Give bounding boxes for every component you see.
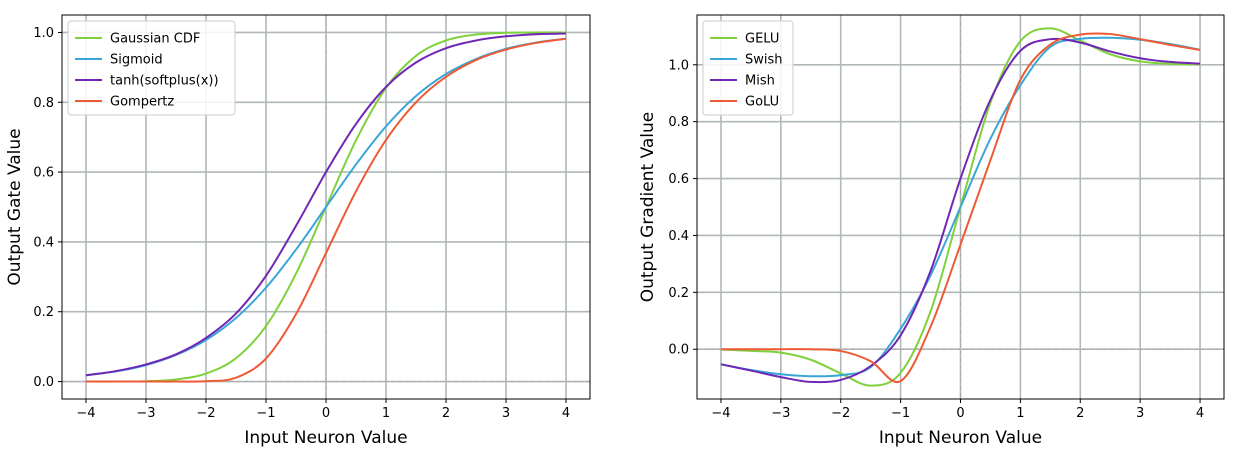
x-tick-label: 4 (562, 406, 570, 421)
legend-label: Swish (745, 53, 783, 68)
x-tick-label: −1 (256, 406, 275, 421)
legend: Gaussian CDF Sigmoid tanh(softplus(x)) Gomp… (67, 20, 236, 116)
legend-label: Gaussian CDF (110, 32, 200, 47)
y-tick-label: 0.6 (668, 172, 689, 187)
x-tick-label: 4 (1196, 406, 1204, 421)
x-tick-label: −3 (136, 406, 155, 421)
x-tick-label: 2 (442, 406, 450, 421)
legend-label: GoLU (745, 95, 779, 110)
y-tick-label: 0.0 (668, 343, 689, 358)
series-line-mish (720, 37, 1201, 384)
x-tick-label: 3 (1136, 406, 1144, 421)
legend-box (67, 20, 236, 116)
y-tick-label: 0.2 (668, 286, 689, 301)
legend-label: tanh(softplus(x)) (110, 74, 219, 89)
y-tick-label: 0.8 (33, 96, 54, 111)
x-tick-label: 1 (1016, 406, 1024, 421)
y-tick-label: 0.0 (33, 375, 54, 390)
y-tick-label: 1.0 (668, 58, 689, 73)
y-tick-label: 0.6 (33, 166, 54, 181)
series-lines (720, 27, 1201, 387)
legend-label: Mish (745, 74, 775, 89)
legend-box (702, 20, 794, 116)
x-tick-label: −2 (196, 406, 215, 421)
y-axis-label: Output Gradient Value (638, 112, 658, 303)
series-line-swish (720, 36, 1201, 378)
x-tick-label: −3 (771, 406, 790, 421)
x-tick-label: −4 (76, 406, 95, 421)
x-tick-label: −4 (711, 406, 730, 421)
x-tick-label: 0 (956, 406, 964, 421)
x-axis-label: Input Neuron Value (244, 428, 407, 448)
x-tick-label: −2 (831, 406, 850, 421)
series-lines (85, 31, 567, 383)
y-tick-label: 1.0 (33, 26, 54, 41)
legend-label: Gompertz (110, 95, 174, 110)
legend: GELU Swish Mish GoLU (702, 20, 794, 116)
x-tick-label: 1 (382, 406, 390, 421)
y-tick-label: 0.4 (33, 235, 54, 250)
series-line-tanh-softplus-x (85, 32, 567, 377)
x-tick-label: 0 (322, 406, 330, 421)
y-axis-label: Output Gate Value (5, 128, 25, 285)
series-line-gompertz (86, 37, 567, 383)
x-tick-label: 2 (1076, 406, 1084, 421)
x-tick-label: −1 (891, 406, 910, 421)
y-tick-label: 0.2 (33, 305, 54, 320)
x-tick-label: 3 (502, 406, 510, 421)
legend-label: Sigmoid (110, 53, 163, 68)
chart-panel-1: −4 −3 −2 −1 0 1 2 3 4 0.0 0.2 0.4 0.6 0.8 1.0 Input Neu… (5, 14, 591, 448)
y-tick-label: 0.4 (668, 229, 689, 244)
series-line-golu (720, 32, 1201, 384)
x-axis-label: Input Neuron Value (879, 428, 1042, 448)
y-tick-label: 0.8 (668, 115, 689, 130)
legend-label: GELU (745, 32, 779, 47)
chart-panel-2: −4 −3 −2 −1 0 1 2 3 4 0.0 0.2 0.4 0.6 0.8 1.0 Input Neu… (638, 14, 1225, 448)
